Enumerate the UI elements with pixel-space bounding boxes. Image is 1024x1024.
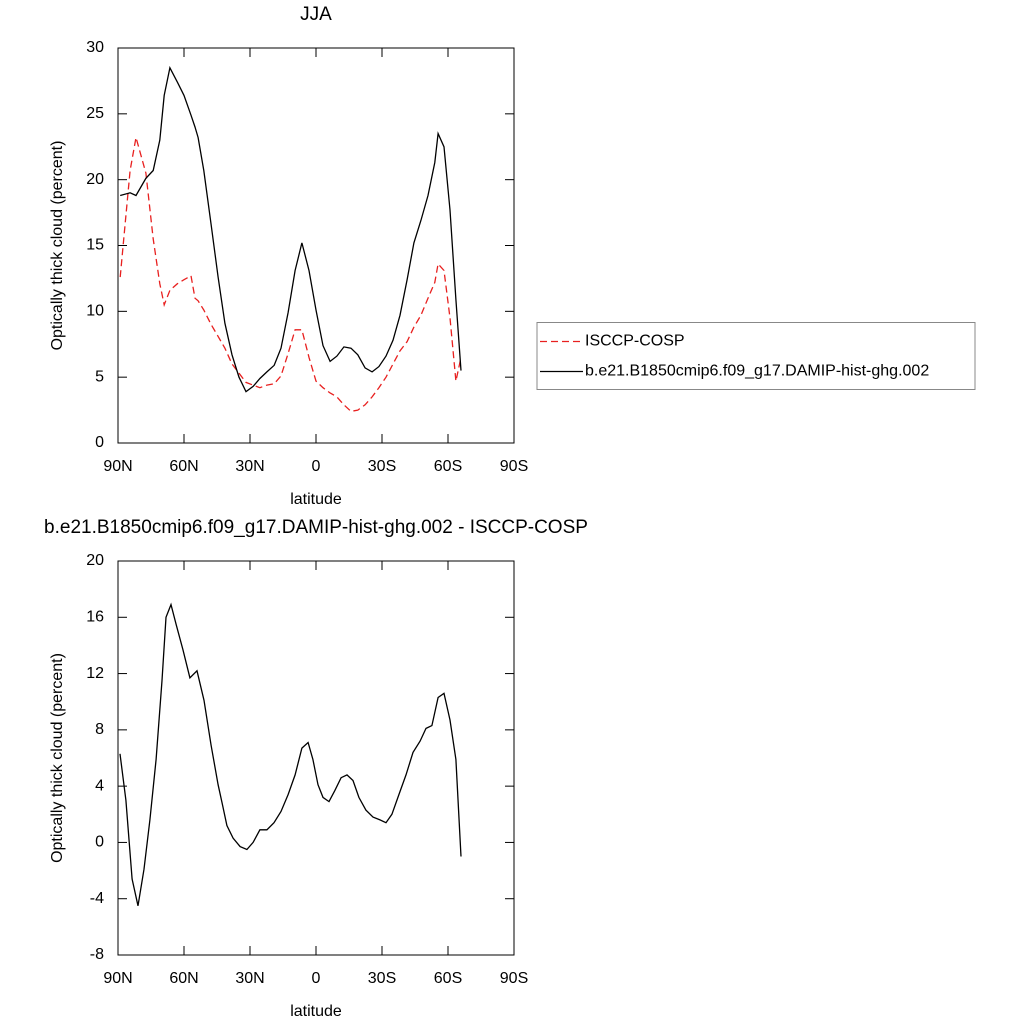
x-tick-label: 60S (434, 970, 462, 987)
x-axis-label: latitude (290, 1003, 342, 1020)
y-tick-label: 16 (86, 609, 104, 626)
y-tick-label: 20 (86, 171, 104, 188)
y-tick-label: -8 (90, 946, 104, 963)
plot-frame (117, 560, 515, 956)
y-axis-label: Optically thick cloud (percent) (49, 141, 66, 351)
x-tick-label: 60N (169, 970, 198, 987)
y-tick-label: 8 (95, 721, 104, 738)
y-tick-label: 0 (95, 834, 104, 851)
y-tick-label: 15 (86, 237, 104, 254)
data-line (120, 65, 462, 393)
legend-box (536, 322, 976, 390)
x-tick-label: 30S (368, 970, 396, 987)
y-tick-label: 0 (95, 434, 104, 451)
y-tick-label: 5 (95, 368, 104, 385)
data-line (119, 137, 462, 413)
chart-title: JJA (300, 4, 332, 25)
y-tick-label: 25 (86, 105, 104, 122)
y-tick-label: 10 (86, 303, 104, 320)
x-tick-label: 30N (235, 970, 264, 987)
x-tick-label: 0 (312, 458, 321, 475)
x-tick-label: 90N (103, 970, 132, 987)
y-tick-label: 20 (86, 552, 104, 569)
x-tick-label: 30N (235, 458, 264, 475)
data-line (119, 602, 462, 906)
y-tick-label: -4 (90, 890, 104, 907)
plot-frame (117, 47, 515, 444)
x-tick-label: 30S (368, 458, 396, 475)
y-tick-label: 4 (95, 777, 104, 794)
x-tick-label: 90S (500, 458, 528, 475)
x-tick-label: 90N (103, 458, 132, 475)
chart-title: b.e21.B1850cmip6.f09_g17.DAMIP-hist-ghg.… (44, 517, 588, 538)
x-tick-label: 0 (312, 970, 321, 987)
x-tick-label: 90S (500, 970, 528, 987)
y-tick-label: 12 (86, 665, 104, 682)
y-axis-label: Optically thick cloud (percent) (49, 653, 66, 863)
y-tick-label: 30 (86, 39, 104, 56)
x-axis-label: latitude (290, 491, 342, 508)
x-tick-label: 60N (169, 458, 198, 475)
legend-label: ISCCP-COSP (585, 333, 685, 350)
legend-label: b.e21.B1850cmip6.f09_g17.DAMIP-hist-ghg.… (585, 363, 929, 380)
x-tick-label: 60S (434, 458, 462, 475)
